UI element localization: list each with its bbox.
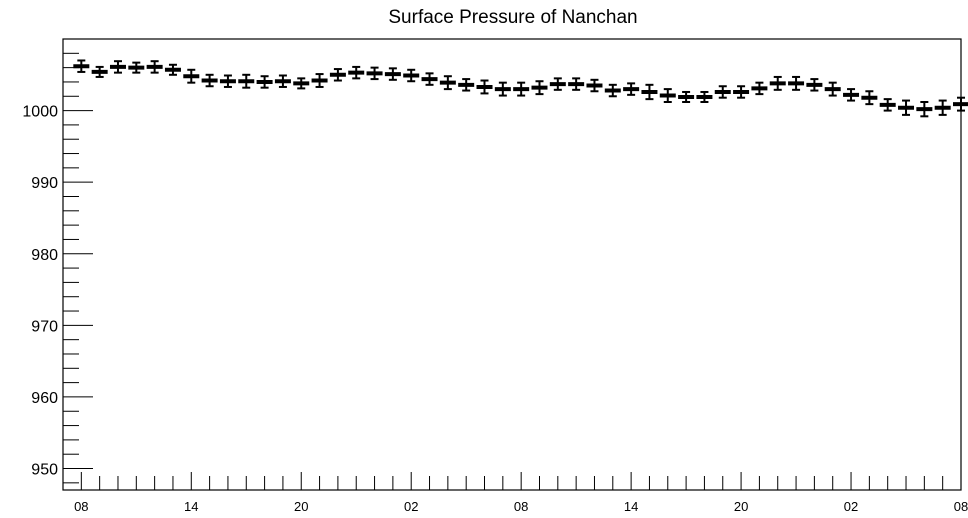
y-tick-label: 950 <box>31 462 58 479</box>
data-point <box>91 65 108 78</box>
data-point <box>219 74 236 88</box>
data-point <box>403 68 420 83</box>
y-axis: 950 960 970 980 990 1000 <box>22 38 93 484</box>
data-point <box>109 60 126 74</box>
data-point <box>586 78 603 93</box>
plot-frame <box>62 38 962 491</box>
y-tick-label: 990 <box>31 175 58 192</box>
data-point <box>861 90 878 106</box>
data-point <box>934 99 951 116</box>
y-tick-label: 960 <box>31 390 58 407</box>
data-points <box>73 59 968 118</box>
data-point <box>898 99 915 116</box>
x-tick-label: 14 <box>184 499 198 514</box>
x-tick-label: 02 <box>404 499 418 514</box>
data-point <box>513 81 530 97</box>
data-point <box>476 79 493 95</box>
data-point <box>329 68 346 82</box>
data-point <box>788 75 805 91</box>
data-point <box>256 75 273 89</box>
data-point <box>531 80 548 96</box>
data-point <box>293 77 310 90</box>
x-tick-label: 08 <box>514 499 528 514</box>
data-point <box>604 83 621 98</box>
data-point <box>751 81 768 96</box>
data-point <box>164 63 181 76</box>
data-point <box>183 68 200 84</box>
data-point <box>146 60 163 74</box>
y-tick-label: 980 <box>31 247 58 264</box>
data-point <box>769 75 786 91</box>
y-tick-label: 970 <box>31 318 58 335</box>
x-tick-label: 08 <box>954 499 968 514</box>
x-tick-label: 20 <box>734 499 748 514</box>
data-point <box>348 65 365 80</box>
data-point <box>733 85 750 99</box>
data-point <box>843 88 860 102</box>
data-point <box>696 90 713 103</box>
x-tick-label: 20 <box>294 499 308 514</box>
data-point <box>384 67 401 81</box>
data-point <box>494 81 511 97</box>
data-point <box>916 100 933 118</box>
data-point <box>274 74 291 88</box>
data-point <box>549 77 566 91</box>
data-point <box>201 73 218 88</box>
y-tick-label: 1000 <box>22 104 58 121</box>
data-point <box>879 98 896 112</box>
data-point <box>421 72 438 86</box>
data-point <box>128 61 145 74</box>
x-tick-label: 14 <box>624 499 638 514</box>
data-point <box>73 59 90 73</box>
data-point <box>678 90 695 103</box>
data-point <box>458 78 475 92</box>
data-point <box>366 66 383 81</box>
data-point <box>824 81 841 97</box>
data-point <box>659 88 676 103</box>
data-point <box>806 78 823 92</box>
x-tick-label: 02 <box>844 499 858 514</box>
data-point <box>238 73 255 89</box>
data-point <box>714 85 731 99</box>
x-axis: 08 14 20 02 08 14 20 02 08 <box>62 472 968 514</box>
data-point <box>641 83 658 101</box>
data-point <box>311 73 328 88</box>
data-point <box>568 77 585 91</box>
data-point <box>439 75 456 91</box>
x-tick-label: 08 <box>74 499 88 514</box>
chart-title: Surface Pressure of Nanchan <box>388 7 637 28</box>
data-point <box>623 82 640 96</box>
